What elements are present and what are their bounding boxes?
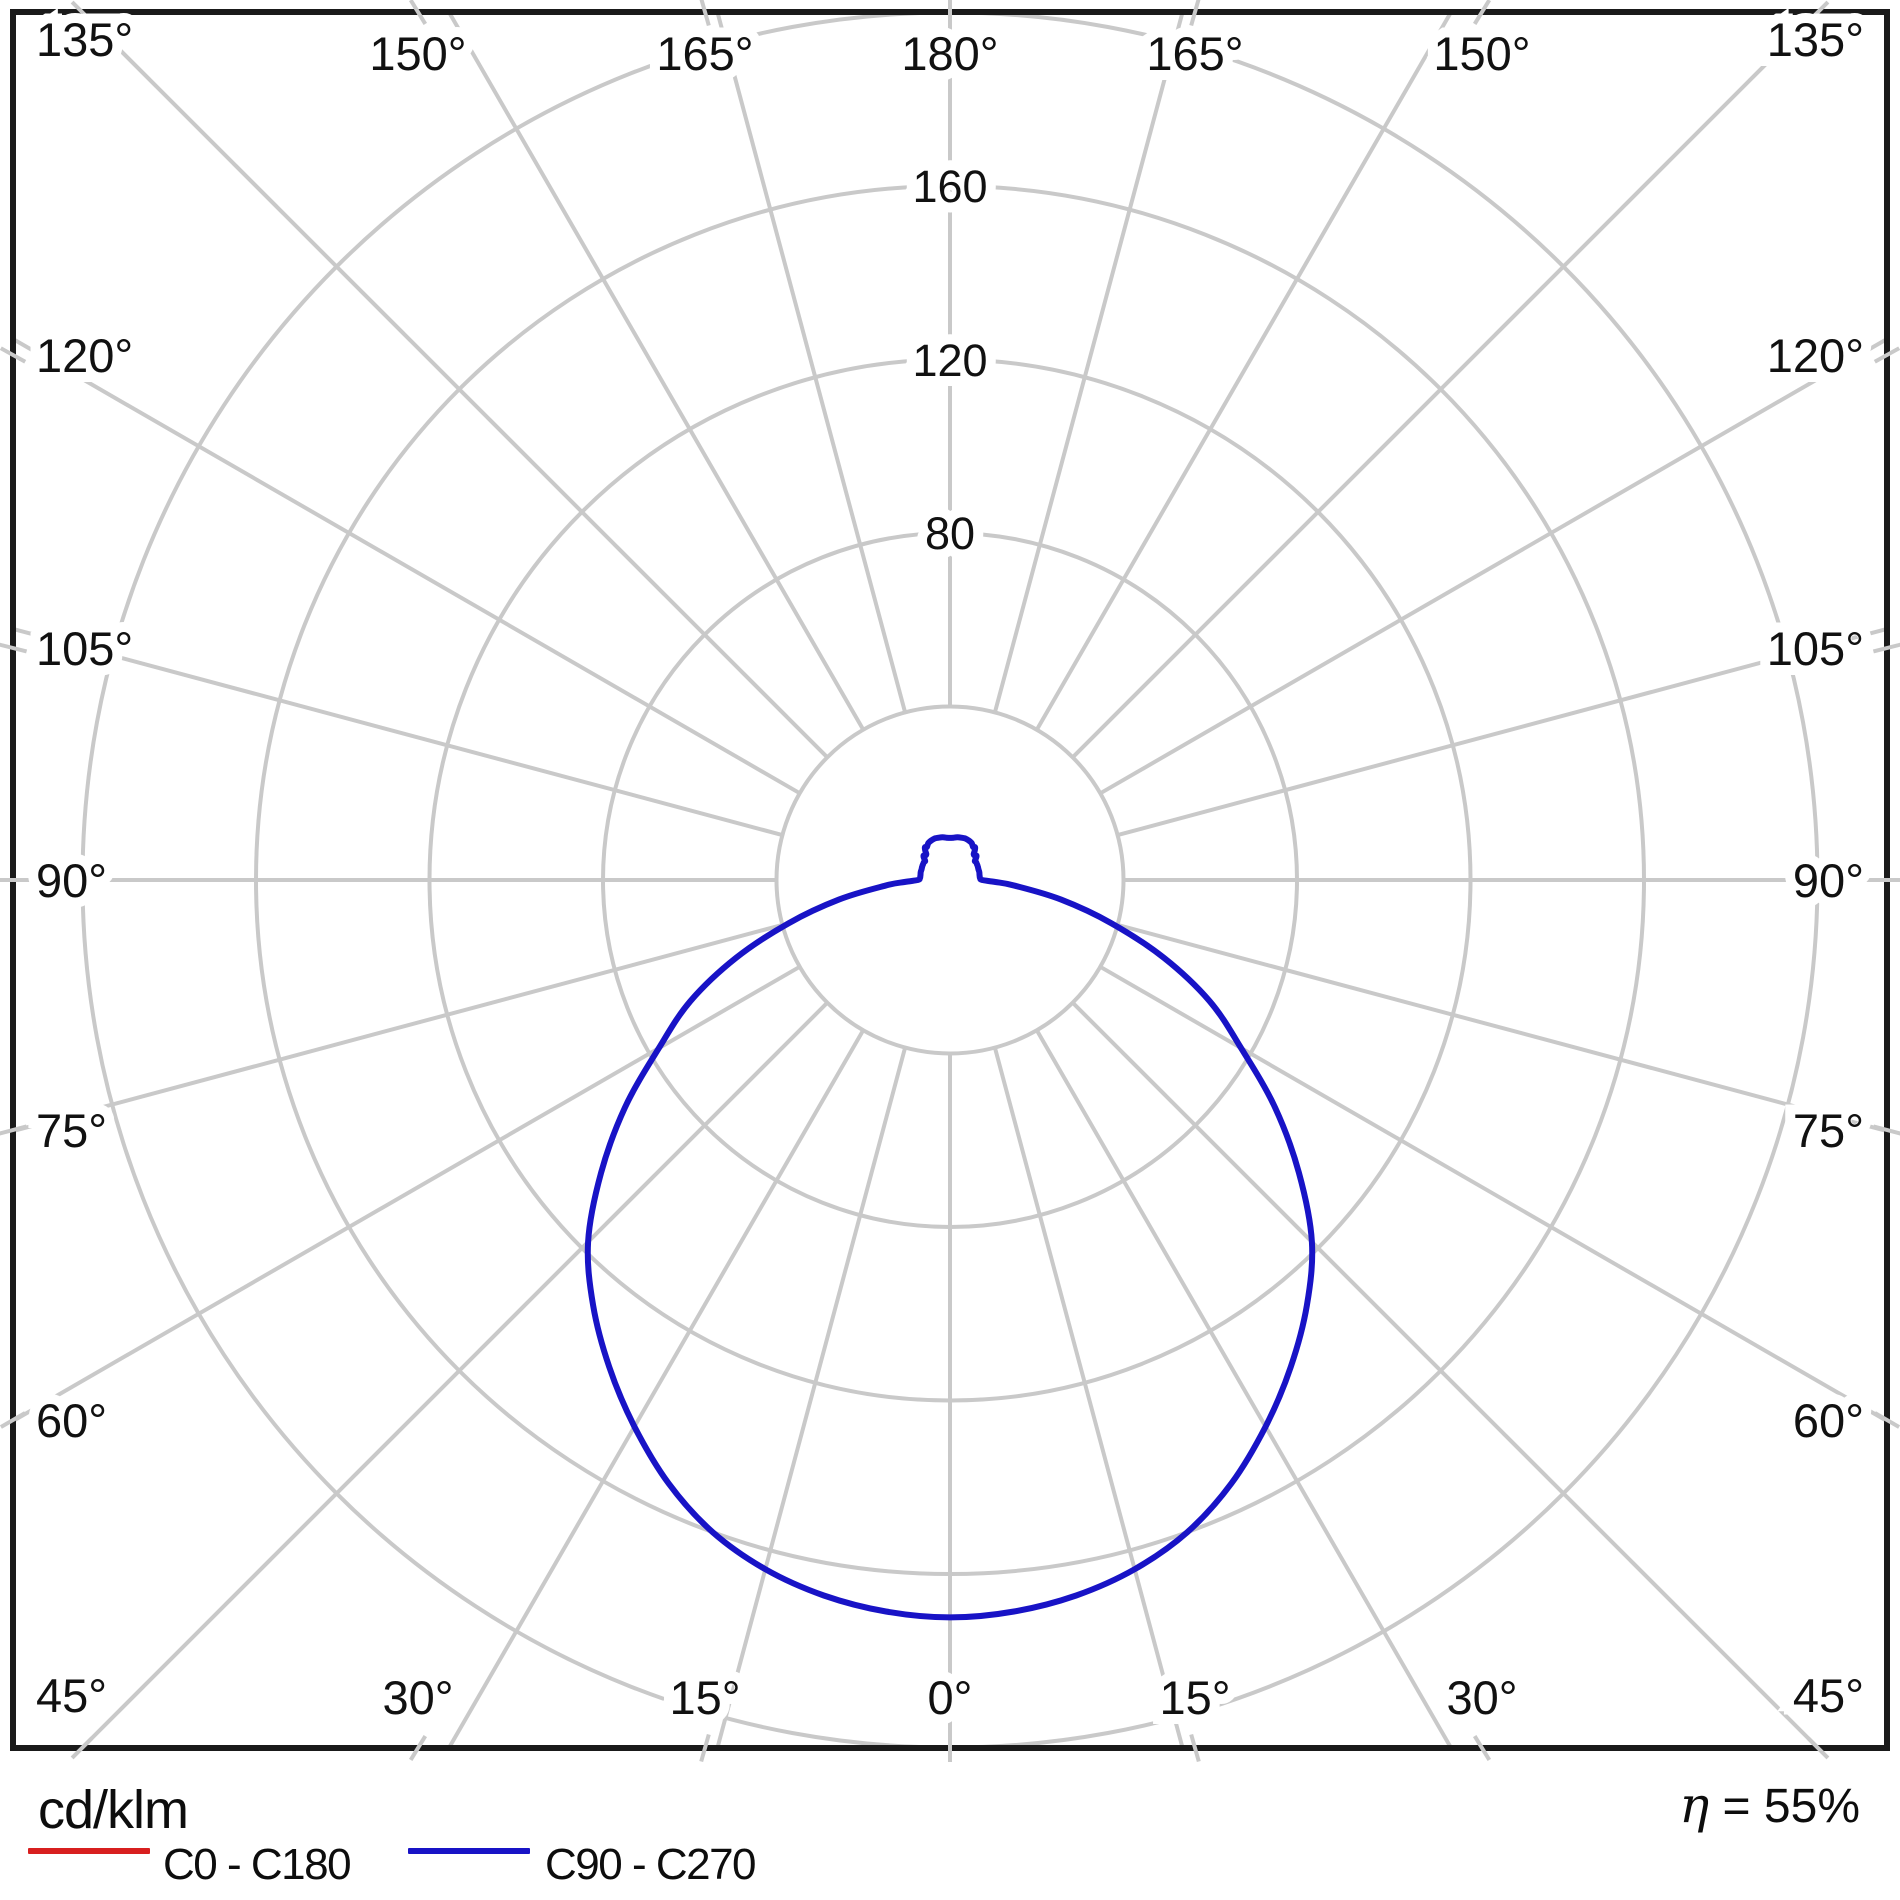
radial-line-60	[1099, 965, 1888, 1423]
ring-label-160: 160	[912, 161, 987, 212]
radial-line-345	[715, 1047, 908, 1749]
angle-label-45°: 45°	[36, 1669, 107, 1722]
angle-label-165°: 165°	[656, 27, 753, 80]
angle-label-45°: 45°	[1793, 1669, 1864, 1722]
angle-label-15°: 15°	[1159, 1671, 1230, 1724]
frame-tick	[1873, 346, 1900, 364]
radial-line-120	[1099, 337, 1889, 796]
frame-tick	[1472, 0, 1492, 25]
angle-label-150°: 150°	[369, 27, 466, 80]
frame-tick	[0, 1411, 27, 1429]
frame-tick	[1189, 0, 1201, 27]
angle-label-105°: 105°	[1767, 622, 1864, 675]
angle-label-60°: 60°	[1793, 1394, 1864, 1447]
angle-label-75°: 75°	[36, 1104, 107, 1157]
radial-line-195	[715, 11, 908, 713]
frame-tick	[0, 642, 28, 654]
angle-label-90°: 90°	[36, 854, 107, 907]
angle-label-135°: 135°	[36, 13, 133, 66]
legend-label-c0-c180: C0 - C180	[163, 1840, 352, 1889]
eta-value: = 55%	[1709, 1780, 1860, 1833]
eta-symbol: η	[1679, 1776, 1710, 1834]
frame-tick	[70, 1736, 94, 1760]
radial-line-45	[1071, 1001, 1820, 1750]
radial-line-330	[447, 1029, 865, 1749]
radial-line-315	[80, 1001, 829, 1750]
angle-label-105°: 105°	[36, 622, 133, 675]
unit-label: cd/klm	[38, 1780, 189, 1840]
angle-label-120°: 120°	[36, 329, 133, 382]
angle-label-90°: 90°	[1793, 854, 1864, 907]
angle-label-165°: 165°	[1146, 27, 1243, 80]
radial-line-30	[1035, 1029, 1453, 1749]
angle-label-135°: 135°	[1767, 13, 1864, 66]
radial-line-225	[80, 10, 829, 759]
radial-line-210	[447, 10, 866, 731]
radial-line-150	[1035, 11, 1453, 731]
radial-line-240	[12, 337, 801, 795]
frame-tick	[70, 0, 94, 24]
efficiency-label: η = 55%	[1679, 1776, 1860, 1834]
radial-line-300	[12, 965, 801, 1423]
frame-tick	[1189, 1733, 1201, 1763]
legend-line-c0-c180	[28, 1848, 150, 1854]
radial-line-285	[12, 922, 783, 1134]
frame-tick	[699, 0, 711, 27]
radial-line-165	[992, 11, 1185, 713]
angle-label-120°: 120°	[1767, 329, 1864, 382]
frame-tick	[408, 0, 428, 25]
polar-ring-40	[774, 704, 1126, 1056]
frame-tick	[1873, 1411, 1900, 1429]
radial-line-75	[1117, 922, 1888, 1134]
angle-label-0°: 0°	[928, 1671, 973, 1724]
radial-line-255	[12, 626, 783, 838]
angle-label-60°: 60°	[36, 1394, 107, 1447]
ring-label-80: 80	[925, 508, 975, 559]
angle-label-15°: 15°	[669, 1671, 740, 1724]
angle-label-75°: 75°	[1793, 1104, 1864, 1157]
frame-tick	[699, 1733, 711, 1763]
ring-label-120: 120	[912, 335, 987, 386]
legend-line-c90-c270	[408, 1848, 530, 1854]
curve-c90-c270	[584, 834, 1316, 1621]
frame-tick	[408, 1735, 428, 1761]
polar-radial-lines	[12, 10, 1889, 1750]
frame-tick	[1806, 1736, 1830, 1760]
angle-labels: 150° 165° 180° 165° 150° 30° 15° 0° 15° 30° 135° 12…	[26, 3, 1874, 1734]
frame-tick	[0, 1124, 28, 1136]
angle-label-30°: 30°	[1446, 1671, 1517, 1724]
angle-label-180°: 180°	[901, 27, 998, 80]
angle-label-150°: 150°	[1433, 27, 1530, 80]
radial-line-15	[992, 1047, 1185, 1749]
ring-value-labels: 160 120 80	[902, 151, 997, 569]
angle-label-30°: 30°	[382, 1671, 453, 1724]
frame-tick	[1872, 1124, 1900, 1136]
radial-line-105	[1117, 626, 1888, 838]
frame-tick	[0, 346, 27, 364]
radial-line-135	[1071, 10, 1820, 759]
frame-tick	[1806, 0, 1830, 24]
frame-tick	[1872, 642, 1900, 654]
legend-label-c90-c270: C90 - C270	[545, 1840, 757, 1889]
frame-tick	[1472, 1735, 1492, 1761]
frame-ticks	[0, 0, 1900, 1763]
